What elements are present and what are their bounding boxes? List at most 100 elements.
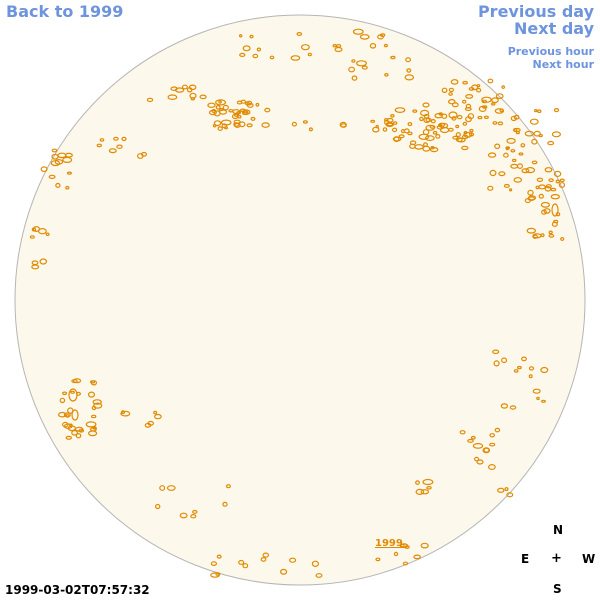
feature-contour bbox=[527, 195, 537, 201]
feature-contour bbox=[45, 232, 50, 237]
feature-contour bbox=[544, 167, 553, 173]
feature-contour bbox=[153, 413, 162, 420]
feature-contour bbox=[551, 221, 558, 227]
feature-contour bbox=[85, 421, 97, 428]
feature-contour bbox=[246, 123, 253, 128]
feature-contour bbox=[457, 137, 466, 143]
feature-contour bbox=[404, 74, 415, 81]
feature-contour bbox=[113, 136, 119, 141]
feature-contour bbox=[448, 111, 458, 119]
feature-contour bbox=[461, 134, 469, 140]
feature-contour bbox=[418, 133, 430, 140]
feature-contour bbox=[441, 87, 448, 94]
feature-contour bbox=[179, 512, 188, 519]
feature-contour bbox=[531, 160, 538, 165]
feature-contour bbox=[462, 99, 467, 104]
feature-contour bbox=[215, 99, 227, 106]
feature-contour bbox=[154, 503, 161, 510]
previous-day-link[interactable]: Previous day bbox=[477, 2, 594, 21]
feature-contour bbox=[524, 130, 534, 137]
feature-contour bbox=[415, 488, 425, 495]
feature-contour bbox=[301, 44, 310, 51]
feature-contour bbox=[548, 230, 553, 235]
feature-contour bbox=[75, 433, 82, 439]
feature-contour bbox=[190, 514, 197, 519]
feature-contour bbox=[186, 87, 193, 93]
feature-contour bbox=[212, 123, 217, 128]
feature-contour bbox=[488, 464, 496, 471]
previous-hour-link[interactable]: Previous hour bbox=[507, 45, 594, 58]
feature-contour bbox=[509, 405, 517, 410]
feature-contour bbox=[551, 203, 559, 217]
feature-contour bbox=[489, 433, 496, 438]
feature-contour bbox=[167, 94, 178, 101]
feature-contour bbox=[538, 193, 544, 199]
feature-contour bbox=[469, 128, 474, 133]
feature-contour bbox=[477, 115, 483, 120]
feature-contour bbox=[474, 456, 480, 462]
feature-contour bbox=[250, 116, 256, 121]
feature-contour bbox=[65, 185, 70, 190]
feature-contour bbox=[207, 102, 216, 109]
feature-contour bbox=[370, 119, 376, 123]
feature-contour bbox=[532, 233, 542, 239]
feature-contour bbox=[524, 198, 532, 204]
feature-contour bbox=[553, 170, 562, 177]
feature-contour bbox=[256, 47, 262, 52]
feature-contour bbox=[476, 84, 481, 88]
feature-contour bbox=[455, 124, 460, 129]
next-hour-link[interactable]: Next hour bbox=[532, 58, 595, 71]
feature-contour bbox=[62, 421, 69, 428]
next-day-link[interactable]: Next day bbox=[514, 19, 594, 38]
feature-contour bbox=[398, 134, 405, 139]
feature-contour bbox=[291, 121, 297, 127]
feature-contour bbox=[351, 75, 358, 81]
feature-contour bbox=[386, 117, 394, 123]
feature-contour bbox=[501, 85, 506, 89]
feature-contour bbox=[447, 98, 456, 105]
feature-contour bbox=[541, 399, 546, 403]
feature-contour bbox=[252, 53, 259, 59]
region-label-link[interactable]: 1999 bbox=[375, 538, 403, 549]
feature-contour bbox=[146, 97, 154, 103]
feature-contour bbox=[506, 137, 516, 144]
feature-contour bbox=[487, 185, 494, 191]
feature-contour bbox=[499, 108, 504, 113]
feature-contour bbox=[91, 405, 97, 411]
feature-contour bbox=[249, 34, 254, 39]
feature-contour bbox=[505, 146, 510, 151]
feature-contour bbox=[470, 435, 476, 440]
feature-contour bbox=[448, 87, 454, 93]
feature-contour bbox=[242, 45, 251, 52]
feature-contour bbox=[494, 427, 501, 433]
back-to-year-link[interactable]: Back to 1999 bbox=[6, 2, 124, 21]
feature-contour bbox=[166, 485, 176, 491]
feature-contour bbox=[558, 182, 566, 188]
feature-contour bbox=[430, 118, 436, 124]
feature-contour bbox=[467, 438, 474, 443]
feature-contour bbox=[476, 459, 484, 465]
feature-contour bbox=[547, 140, 555, 146]
feature-contour bbox=[510, 115, 517, 122]
feature-contour bbox=[553, 107, 560, 113]
feature-contour bbox=[406, 68, 412, 73]
feature-contour bbox=[390, 114, 395, 118]
feature-contour bbox=[425, 124, 435, 131]
feature-contour bbox=[407, 121, 413, 127]
feature-contour bbox=[379, 33, 386, 37]
feature-contour bbox=[352, 28, 364, 35]
feature-contour bbox=[501, 357, 508, 364]
feature-contour bbox=[528, 366, 535, 371]
feature-contour bbox=[404, 545, 410, 549]
feature-contour bbox=[426, 485, 432, 490]
feature-contour bbox=[99, 138, 105, 142]
feature-contour bbox=[509, 188, 513, 192]
feature-contour bbox=[59, 397, 66, 404]
feature-contour bbox=[422, 102, 430, 108]
feature-contour bbox=[520, 143, 526, 148]
feature-contour bbox=[403, 128, 410, 134]
feature-contour bbox=[543, 208, 551, 214]
feature-contour bbox=[31, 264, 40, 270]
feature-contour bbox=[39, 258, 48, 265]
